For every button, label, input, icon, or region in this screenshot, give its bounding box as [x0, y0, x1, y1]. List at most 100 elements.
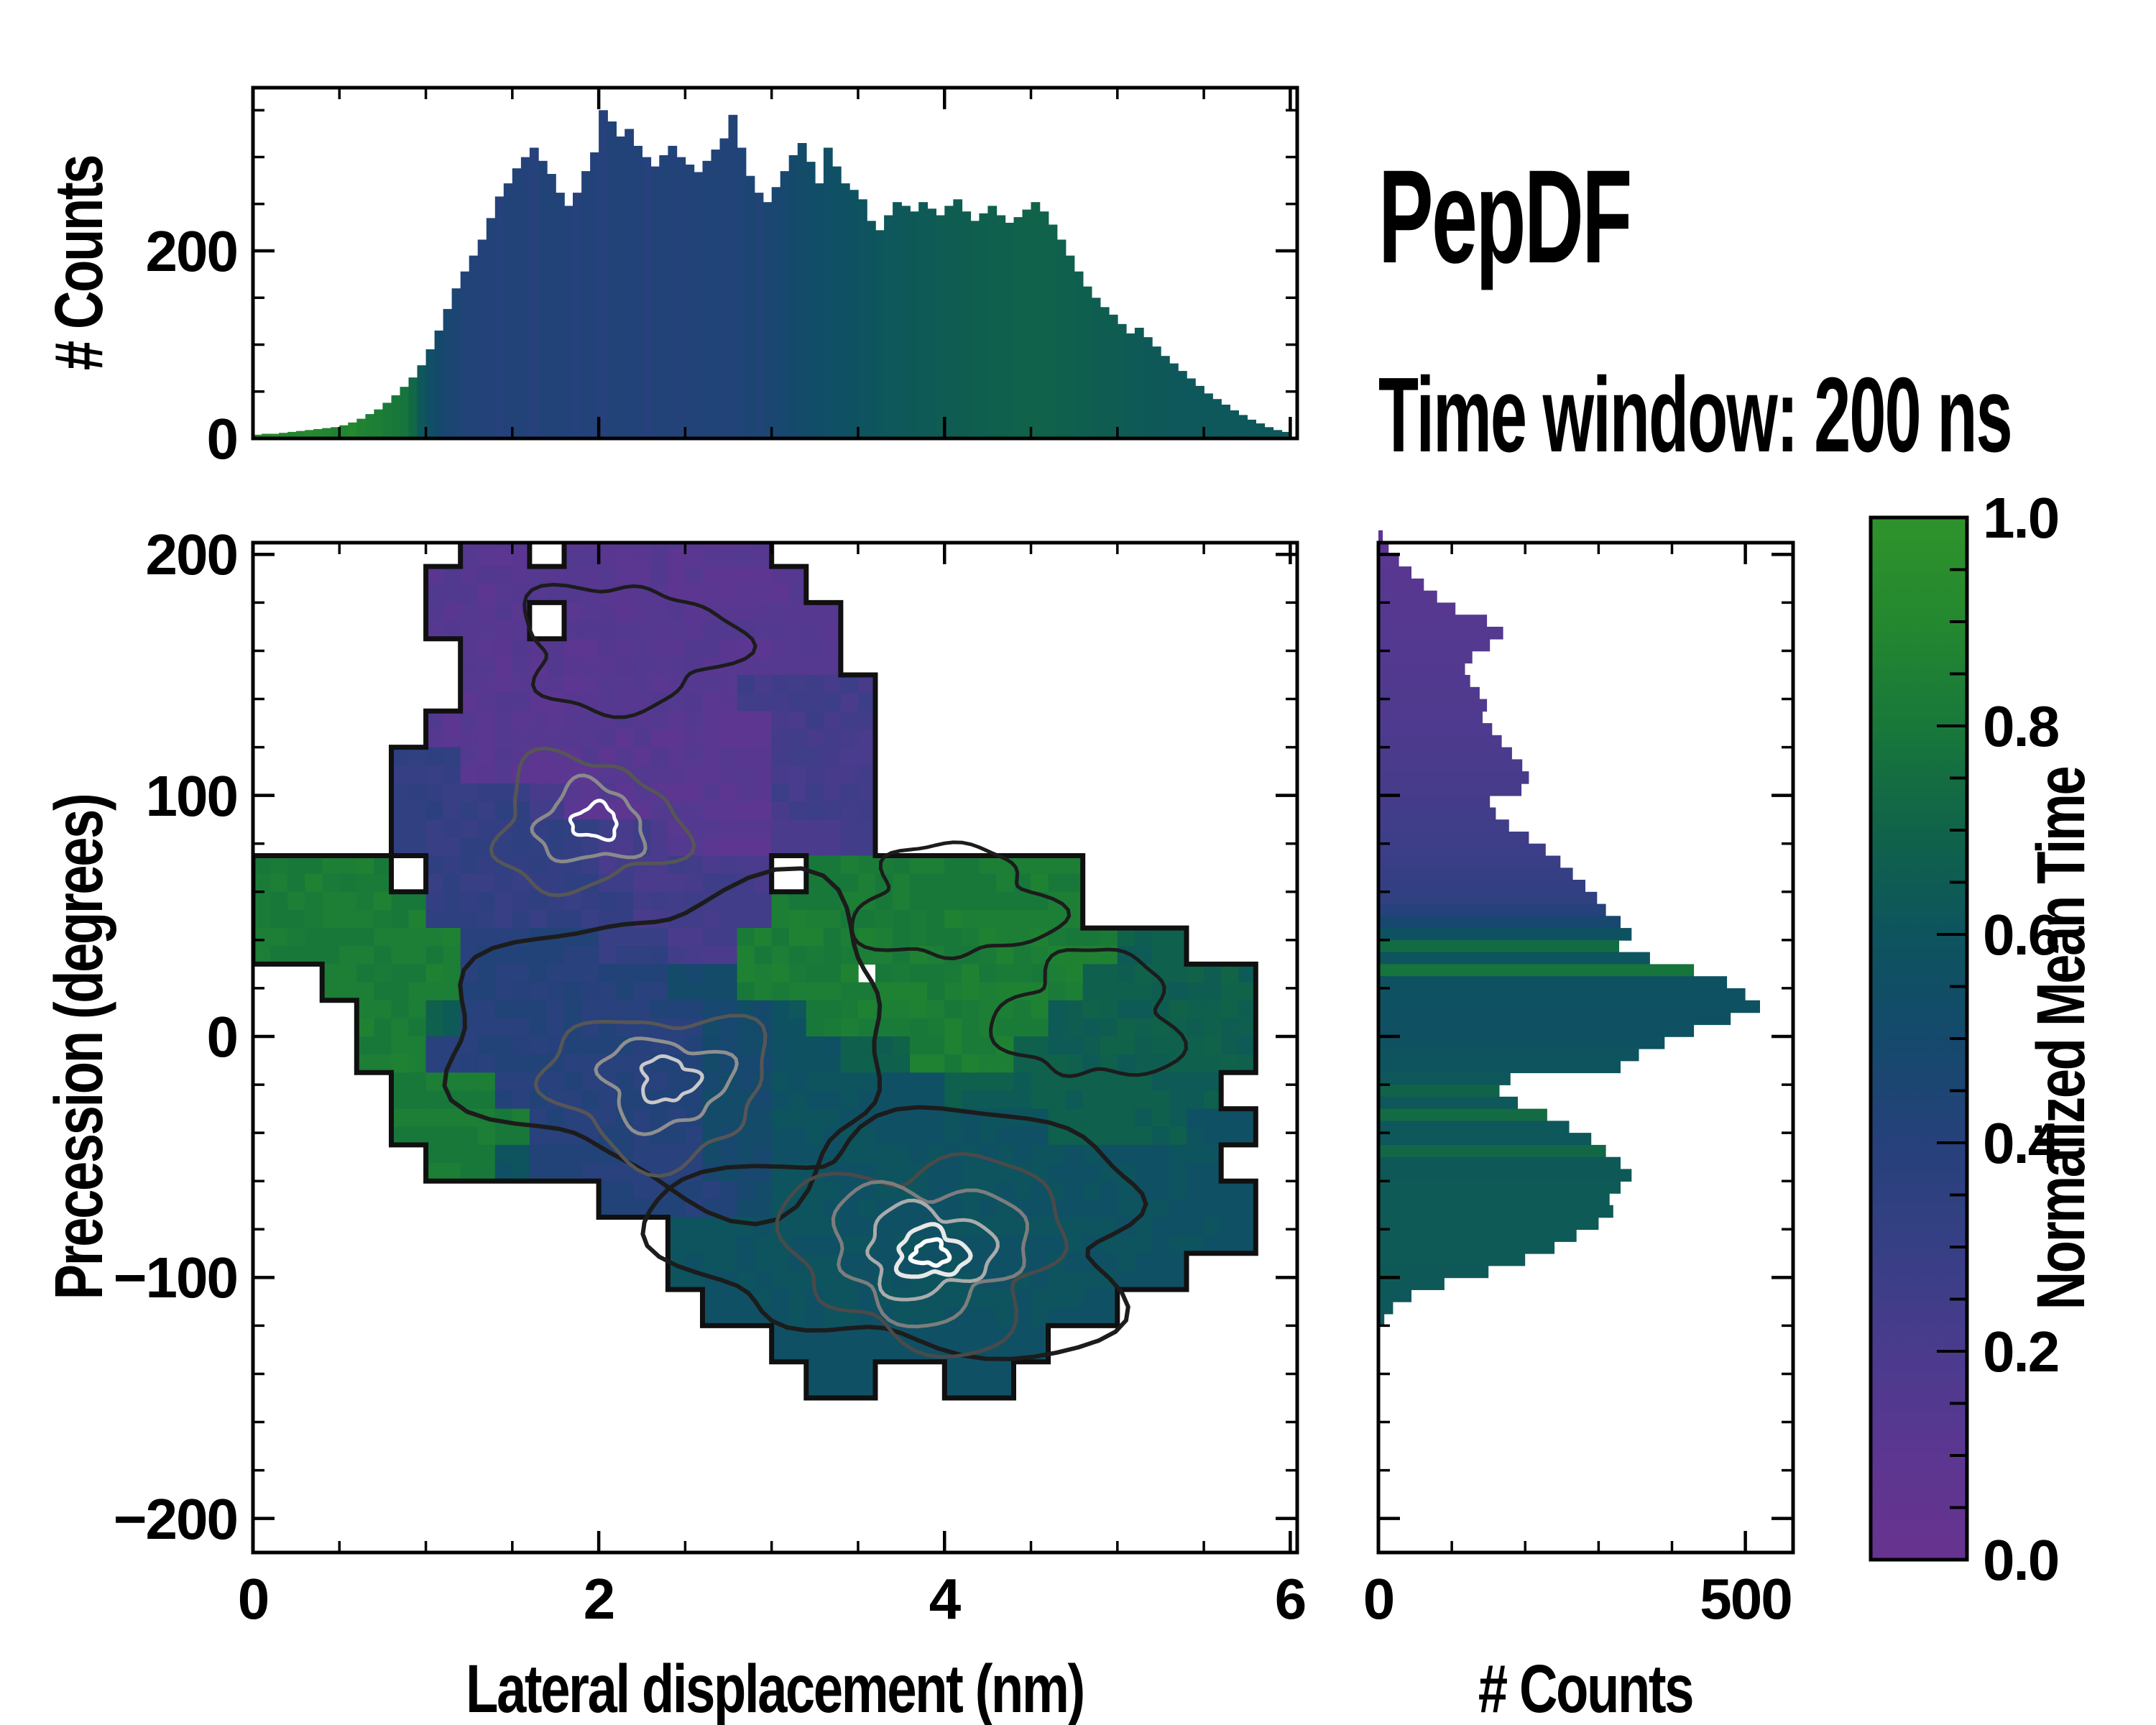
heatmap-cell: [1013, 1126, 1032, 1146]
heatmap-cell: [719, 1144, 738, 1164]
heatmap-cell: [305, 910, 323, 929]
heatmap-cell: [1134, 946, 1153, 965]
heatmap-cell: [599, 1036, 617, 1055]
top-hist-bar: [875, 230, 885, 438]
top-hist-bar: [1221, 405, 1230, 438]
heatmap-cell: [702, 1235, 721, 1254]
heatmap-cell: [668, 747, 686, 766]
heatmap-cell: [547, 946, 565, 965]
heatmap-cell: [1169, 982, 1187, 1001]
heatmap-cell: [1065, 1181, 1084, 1200]
top-hist-bar: [305, 430, 314, 438]
heatmap-cell: [754, 946, 773, 965]
heatmap-cell: [1048, 1018, 1067, 1037]
heatmap-cell: [910, 1072, 928, 1092]
heatmap-cell: [702, 819, 721, 838]
right-hist-bar: [1378, 1301, 1393, 1315]
heatmap-cell: [962, 1307, 980, 1326]
heatmap-cell: [1187, 1018, 1204, 1037]
heatmap-cell: [927, 1072, 945, 1092]
heatmap-cell: [979, 910, 998, 929]
right-hist-bar: [1378, 819, 1509, 832]
heatmap-cell: [460, 548, 479, 567]
right-hist-bar: [1378, 976, 1728, 989]
heatmap-cell: [875, 1343, 893, 1363]
heatmap-cell: [979, 1379, 998, 1399]
heatmap-cell: [616, 819, 634, 838]
heatmap-cell: [512, 910, 530, 929]
top-hist-bar: [953, 199, 963, 438]
heatmap-cell: [840, 711, 859, 730]
top-hist-bar: [365, 414, 375, 438]
top-hist-major-ticks: [251, 88, 1297, 441]
top-hist-bar: [1256, 423, 1266, 438]
heatmap-cell: [599, 548, 617, 567]
heatmap-cell: [788, 1126, 807, 1146]
heatmap-cell: [477, 1090, 496, 1110]
right-hist-xlabel: # Counts: [1478, 1651, 1692, 1725]
heatmap-cell: [858, 855, 876, 875]
heatmap-cell: [685, 638, 704, 658]
heatmap-cell: [547, 566, 565, 585]
heatmap-cell: [616, 638, 634, 658]
heatmap-cell: [581, 1144, 599, 1164]
heatmap-cell: [754, 928, 773, 947]
heatmap-cell: [616, 964, 634, 983]
heatmap-cell: [685, 1181, 704, 1200]
heatmap-cell: [616, 602, 634, 622]
heatmap-cell: [339, 946, 358, 965]
heatmap-cell: [823, 1054, 842, 1073]
top-hist-minor-ticks: [253, 88, 1297, 438]
heatmap-cell: [374, 946, 392, 965]
heatmap-cell: [1117, 1126, 1135, 1146]
heatmap-cell: [771, 1289, 790, 1308]
right-hist-bar: [1378, 542, 1389, 556]
heatmap-cell: [875, 1144, 893, 1164]
heatmap-cell: [512, 819, 530, 838]
heatmap-cell: [287, 855, 305, 875]
heatmap-cell: [823, 693, 842, 712]
heatmap-cell: [668, 928, 686, 947]
heatmap-cell: [443, 1018, 461, 1037]
heatmap-cell: [944, 1000, 963, 1019]
heatmap-cell: [840, 1018, 859, 1037]
heatmap-cell: [668, 783, 686, 802]
heatmap-cell: [685, 711, 704, 730]
heatmap-cell: [685, 1126, 704, 1146]
top-hist-bar: [642, 157, 652, 438]
heatmap-cell: [1082, 1090, 1101, 1110]
heatmap-cell: [529, 1036, 548, 1055]
heatmap-cell: [1065, 1018, 1084, 1037]
heatmap-cell: [927, 910, 945, 929]
heatmap-cell: [391, 1018, 410, 1037]
heatmap-cell: [771, 1018, 790, 1037]
heatmap-cell: [425, 1000, 444, 1019]
heatmap-cell: [962, 910, 980, 929]
heatmap-cell: [356, 1036, 375, 1055]
heatmap-cell: [893, 964, 911, 983]
heatmap-cell: [1048, 1036, 1067, 1055]
main-ylabel: Precession (degrees): [41, 795, 117, 1300]
heatmap-cell: [685, 855, 704, 875]
heatmap-cell: [356, 1018, 375, 1037]
heatmap-cell: [1117, 1199, 1135, 1218]
heatmap-cell: [668, 819, 686, 838]
heatmap-cell: [494, 783, 513, 802]
heatmap-cell: [374, 910, 392, 929]
heatmap-cell: [391, 1126, 410, 1146]
heatmap-cell: [806, 1108, 824, 1128]
right-hist-bar: [1378, 530, 1383, 543]
heatmap-cell: [356, 891, 375, 911]
heatmap-cell: [788, 910, 807, 929]
heatmap-cell: [477, 1018, 496, 1037]
heatmap-cell: [737, 765, 755, 784]
heatmap-cell: [788, 1144, 807, 1164]
heatmap-cell: [477, 566, 496, 585]
heatmap-cell: [737, 891, 755, 911]
heatmap-cell: [494, 1000, 513, 1019]
heatmap-cell: [1082, 1271, 1101, 1290]
top-hist-ytick-label: 0: [207, 407, 238, 471]
heatmap-cell: [1151, 1271, 1170, 1290]
heatmap-cell: [599, 584, 617, 604]
top-hist-bar: [382, 402, 392, 438]
